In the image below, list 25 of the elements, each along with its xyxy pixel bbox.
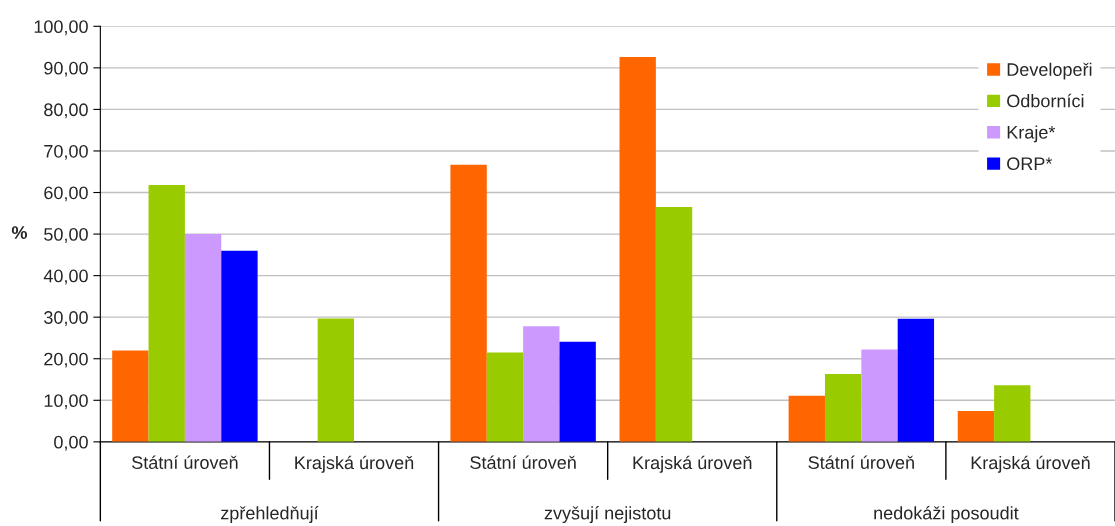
y-tick-label: 80,00 <box>44 103 88 119</box>
y-tick-label: 90,00 <box>44 61 88 77</box>
y-axis-title: % <box>11 226 27 239</box>
x-tick-label: Státní úroveň <box>808 455 914 469</box>
y-tick-label: 70,00 <box>44 144 88 160</box>
y-tick-label: 50,00 <box>44 228 88 243</box>
y-tick-label: 20,00 <box>44 352 88 368</box>
legend-label: Developeři <box>1007 62 1092 80</box>
x-tick-label: Krajská úroveň <box>295 455 414 473</box>
x-tick-label: Krajská úroveň <box>971 455 1090 473</box>
y-tick-label: 0,00 <box>54 435 88 451</box>
text: zvyšují nejistotu <box>544 506 671 524</box>
y-tick-label: 100,00 <box>34 20 88 36</box>
x-tick-label: Státní úroveň <box>132 455 238 469</box>
y-tick-label: 30,00 <box>44 311 88 327</box>
text: nedokáži posoudit <box>874 506 1019 524</box>
y-tick-label: 40,00 <box>43 269 88 285</box>
text: zpřehledňují <box>221 506 319 524</box>
legend-label: Kraje* <box>1007 125 1056 143</box>
legend-label: ORP* <box>1007 157 1053 171</box>
x-tick-label: Státní úroveň <box>470 455 576 469</box>
y-tick-label: 10,00 <box>44 394 88 410</box>
x-tick-label: Krajská úroveň <box>633 455 752 473</box>
y-tick-label: 60,00 <box>44 186 88 202</box>
legend-label: Odborníci <box>1007 93 1084 108</box>
